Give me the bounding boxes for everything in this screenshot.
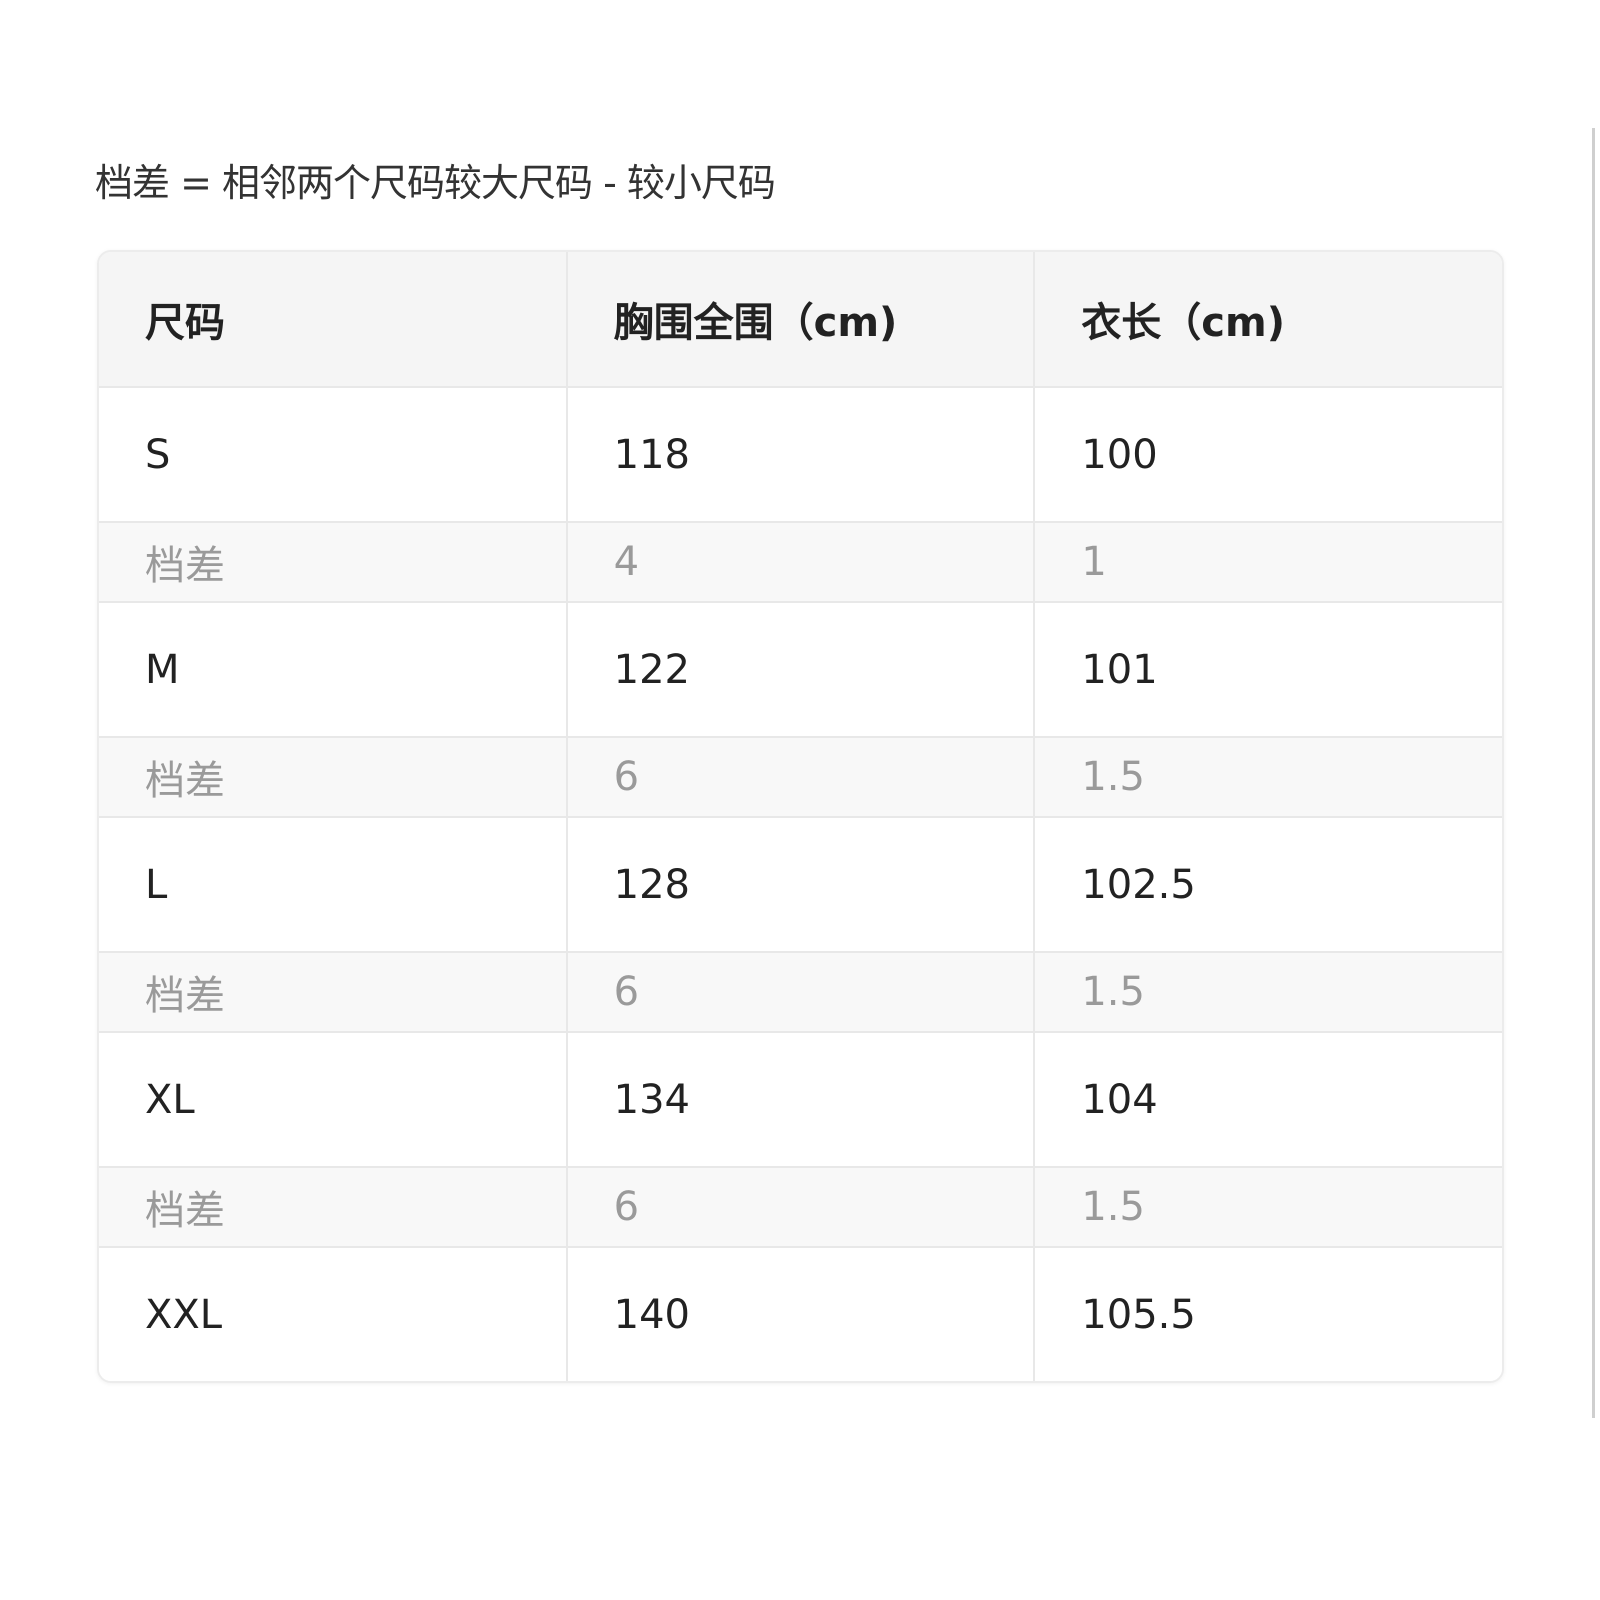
cell-size: 档差 <box>99 1167 568 1248</box>
cell-chest: 118 <box>566 387 1036 523</box>
cell-length: 102.5 <box>1034 817 1502 953</box>
table-header-row: 尺码 胸围全围（cm) 衣长（cm) <box>99 252 1502 388</box>
cell-size: 档差 <box>99 737 568 818</box>
cell-length: 101 <box>1034 602 1502 738</box>
header-size: 尺码 <box>99 252 568 388</box>
cell-size: XL <box>99 1032 568 1168</box>
scrollbar-edge <box>1592 128 1595 1418</box>
cell-size: 档差 <box>99 952 568 1033</box>
cell-chest: 128 <box>566 817 1036 953</box>
cell-length: 100 <box>1034 387 1502 523</box>
cell-size: 档差 <box>99 522 568 603</box>
cell-length: 1.5 <box>1034 1167 1502 1248</box>
difference-row: 档差 6 1.5 <box>99 737 1502 818</box>
table-row: M 122 101 <box>99 602 1502 738</box>
cell-size: S <box>99 387 568 523</box>
cell-chest: 122 <box>566 602 1036 738</box>
table-row: L 128 102.5 <box>99 817 1502 953</box>
cell-chest: 4 <box>566 522 1036 603</box>
cell-length: 104 <box>1034 1032 1502 1168</box>
header-length: 衣长（cm) <box>1034 252 1502 388</box>
size-chart-table: 尺码 胸围全围（cm) 衣长（cm) S 118 100 档差 4 1 M 122 101 档差 6… <box>97 250 1504 1383</box>
cell-chest: 140 <box>566 1247 1036 1381</box>
cell-chest: 6 <box>566 737 1036 818</box>
cell-chest: 134 <box>566 1032 1036 1168</box>
cell-length: 105.5 <box>1034 1247 1502 1381</box>
table-row: XL 134 104 <box>99 1032 1502 1168</box>
table-row: XXL 140 105.5 <box>99 1247 1502 1381</box>
header-chest: 胸围全围（cm) <box>566 252 1036 388</box>
difference-row: 档差 6 1.5 <box>99 1167 1502 1248</box>
cell-chest: 6 <box>566 952 1036 1033</box>
cell-chest: 6 <box>566 1167 1036 1248</box>
cell-size: M <box>99 602 568 738</box>
cell-length: 1.5 <box>1034 952 1502 1033</box>
cell-length: 1.5 <box>1034 737 1502 818</box>
cell-length: 1 <box>1034 522 1502 603</box>
table-row: S 118 100 <box>99 387 1502 523</box>
size-difference-note: 档差 = 相邻两个尺码较大尺码 - 较小尺码 <box>95 161 776 205</box>
difference-row: 档差 6 1.5 <box>99 952 1502 1033</box>
cell-size: XXL <box>99 1247 568 1381</box>
difference-row: 档差 4 1 <box>99 522 1502 603</box>
cell-size: L <box>99 817 568 953</box>
